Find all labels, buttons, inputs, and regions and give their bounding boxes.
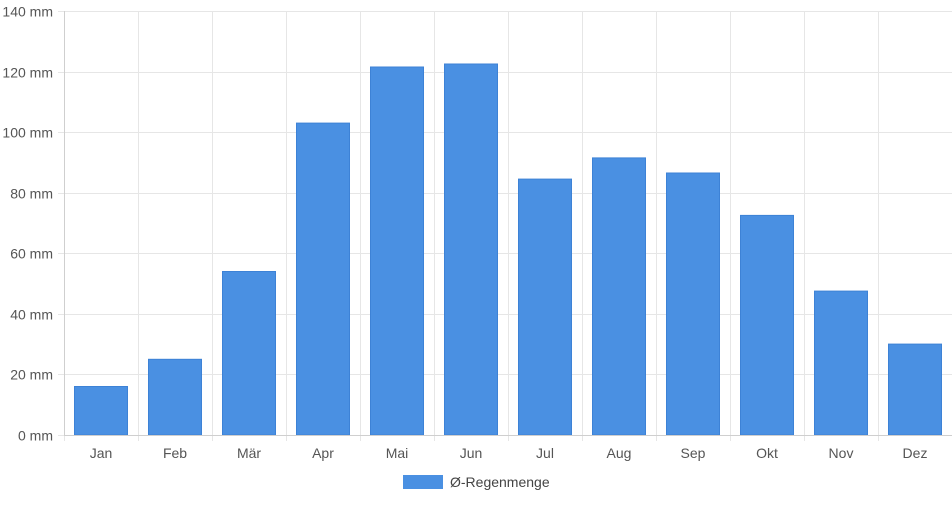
y-tick-label: 60 mm [10,246,53,262]
bar-nov[interactable] [814,290,868,436]
bar-mär[interactable] [222,271,276,436]
x-tick-label: Okt [756,445,778,461]
y-tick-label: 140 mm [2,4,53,20]
x-tick-label: Jul [536,445,554,461]
bar-jul[interactable] [518,178,572,436]
bar-jan[interactable] [74,386,128,436]
x-tick-label: Mär [237,445,261,461]
x-tick-label: Jun [460,445,483,461]
y-tick-label: 0 mm [18,428,53,444]
y-tick-label: 120 mm [2,65,53,81]
x-tick-label: Aug [607,445,632,461]
x-tick-label: Nov [829,445,854,461]
bar-mai[interactable] [370,66,424,436]
x-tick-label: Mai [386,445,409,461]
y-tick-label: 100 mm [2,125,53,141]
x-tick-label: Feb [163,445,187,461]
legend-swatch[interactable] [403,475,443,489]
grid-layer [58,11,952,441]
bar-apr[interactable] [296,122,350,436]
legend-label[interactable]: Ø-Regenmenge [450,474,550,490]
bar-feb[interactable] [148,358,202,436]
y-tick-label: 40 mm [10,307,53,323]
bars-layer [74,63,942,436]
x-tick-label: Dez [903,445,928,461]
bar-sep[interactable] [666,172,720,436]
x-tick-label: Sep [681,445,706,461]
bar-aug[interactable] [592,157,646,436]
y-tick-label: 20 mm [10,367,53,383]
y-tick-label: 80 mm [10,186,53,202]
x-tick-label: Apr [312,445,334,461]
legend[interactable]: Ø-Regenmenge [403,474,550,490]
x-tick-label: Jan [90,445,113,461]
bar-jun[interactable] [444,63,498,436]
bar-dez[interactable] [888,343,942,436]
axis-layer: 0 mm 20 mm 40 mm 60 mm 80 mm 100 mm 120 mm 140 … [2,4,952,461]
bar-okt[interactable] [740,214,794,436]
